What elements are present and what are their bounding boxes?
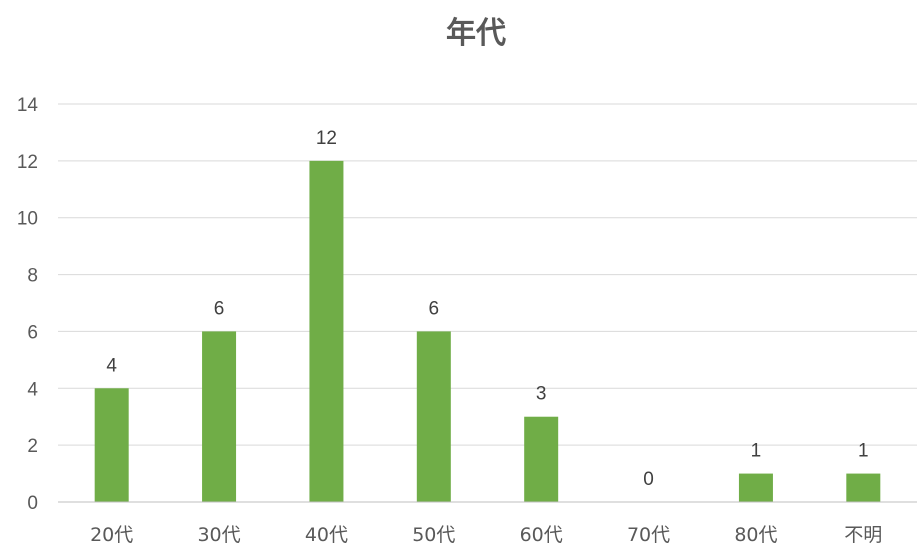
x-category-label: 40代 xyxy=(305,524,348,546)
data-label: 6 xyxy=(214,298,225,319)
x-category-label: 不明 xyxy=(844,524,882,546)
y-tick-label: 14 xyxy=(17,95,39,116)
bars xyxy=(94,160,881,502)
data-label: 0 xyxy=(643,469,654,490)
bar xyxy=(738,473,773,502)
y-tick-label: 8 xyxy=(27,266,38,287)
y-tick-label: 4 xyxy=(27,379,38,400)
bar xyxy=(416,331,451,502)
data-label: 12 xyxy=(316,128,337,149)
x-category-label: 20代 xyxy=(90,524,133,546)
data-label: 3 xyxy=(536,384,547,405)
bar xyxy=(94,388,129,502)
x-category-label: 30代 xyxy=(197,524,240,546)
data-labels: 4 6 12 6 3 0 1 1 xyxy=(106,128,868,490)
bar xyxy=(309,160,344,502)
data-label: 4 xyxy=(106,355,117,376)
data-label: 6 xyxy=(429,298,440,319)
bar xyxy=(202,331,237,502)
y-tick-label: 2 xyxy=(27,436,38,457)
y-tick-label: 0 xyxy=(27,493,38,514)
y-tick-label: 6 xyxy=(27,322,38,343)
data-label: 1 xyxy=(751,441,762,462)
chart-title: 年代 xyxy=(446,16,506,51)
bar xyxy=(524,416,559,502)
x-category-label: 50代 xyxy=(412,524,455,546)
x-axis-categories: 20代 30代 40代 50代 60代 70代 80代 不明 xyxy=(90,524,882,546)
y-tick-label: 10 xyxy=(17,209,38,230)
x-category-label: 60代 xyxy=(520,524,563,546)
data-label: 1 xyxy=(858,441,869,462)
x-category-label: 70代 xyxy=(627,524,670,546)
bar xyxy=(846,473,881,502)
x-category-label: 80代 xyxy=(734,524,777,546)
gridlines xyxy=(58,103,917,446)
y-tick-label: 12 xyxy=(17,152,38,173)
y-axis-ticks: 0 2 4 6 8 10 12 14 xyxy=(17,95,39,514)
